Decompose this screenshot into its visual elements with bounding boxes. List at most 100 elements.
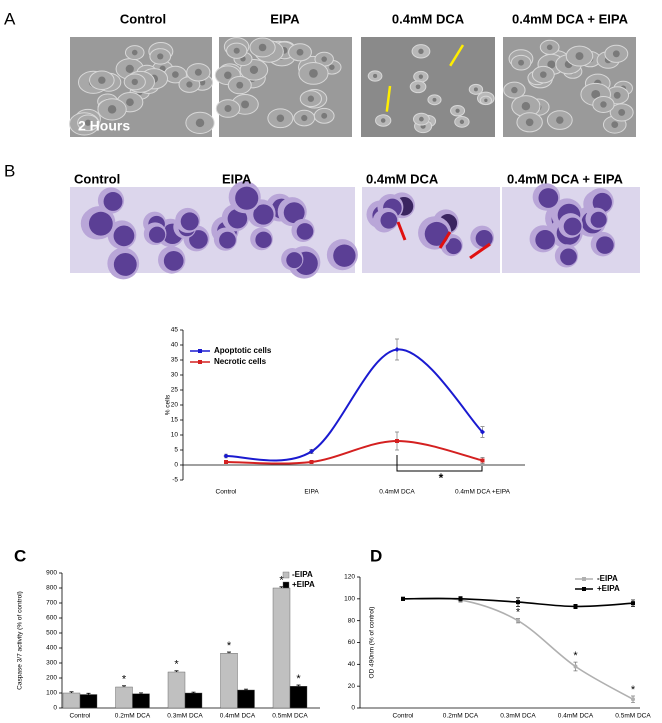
micrographs: Control EIPA 0.4mM DCA 0.4mM DCA + EIPA 2 Ho… xyxy=(68,11,640,280)
caption: Control xyxy=(74,171,120,186)
nucleus xyxy=(329,64,335,70)
x-tick-label: 0.4mM DCA xyxy=(379,489,415,496)
nucleus xyxy=(333,244,356,267)
nucleus xyxy=(249,65,259,74)
legend-label: -EIPA xyxy=(292,570,313,579)
nucleus xyxy=(459,119,465,124)
nucleus xyxy=(224,71,232,79)
nucleus xyxy=(172,71,179,78)
legend-marker xyxy=(582,587,586,591)
y-tick-label: -5 xyxy=(172,477,178,484)
nucleus xyxy=(538,188,559,208)
x-tick-label: 0.4mM DCA xyxy=(558,713,594,720)
nucleus xyxy=(283,202,305,224)
nucleus xyxy=(235,186,259,210)
nucleus xyxy=(424,221,449,246)
significance: * xyxy=(631,684,636,696)
bar xyxy=(115,686,133,709)
x-tick-label: 0.4mM DCA xyxy=(220,713,256,720)
arrow xyxy=(449,44,465,67)
error-bar xyxy=(86,692,91,695)
legend-marker xyxy=(198,349,202,353)
nucleus xyxy=(131,78,138,86)
bar xyxy=(132,693,150,709)
nucleus xyxy=(611,121,619,129)
caption: 0.4mM DCA + EIPA xyxy=(512,11,629,26)
y-tick-label: 45 xyxy=(171,327,179,334)
y-tick-label: 0 xyxy=(174,462,178,469)
y-tick-label: 40 xyxy=(348,661,356,668)
nucleus xyxy=(380,118,386,123)
nucleus xyxy=(107,105,117,114)
bar xyxy=(62,692,81,709)
y-tick-label: 200 xyxy=(46,675,57,682)
bracket xyxy=(396,455,483,472)
y-tick-label: 700 xyxy=(46,600,57,607)
error-bar xyxy=(122,685,126,687)
point xyxy=(631,697,635,702)
nucleus xyxy=(227,208,248,229)
x-tick-label: 0.5mM DCA xyxy=(272,713,308,720)
y-tick-label: 0 xyxy=(351,705,355,712)
y-tick-label: 600 xyxy=(46,615,57,622)
nucleus xyxy=(600,101,607,108)
point xyxy=(480,429,485,435)
point xyxy=(394,347,400,352)
y-tick-label: 35 xyxy=(171,357,179,364)
nucleus xyxy=(415,84,421,90)
nucleus xyxy=(612,50,620,58)
legend-label: -EIPA xyxy=(597,574,618,583)
panel-label: D xyxy=(370,546,382,565)
nucleus xyxy=(518,59,525,66)
nucleus xyxy=(131,49,138,56)
series-line xyxy=(225,439,483,465)
nucleus xyxy=(195,118,205,128)
nucleus xyxy=(575,52,584,61)
y-tick-label: 5 xyxy=(174,447,178,454)
chart: 0 20 40 60 80 100 120 Control 0.2mM DCA 0.3mM DCA… xyxy=(344,574,651,720)
nucleus xyxy=(547,60,556,69)
nucleus xyxy=(380,211,398,229)
nucleus xyxy=(224,105,232,113)
annotation: * xyxy=(439,471,444,485)
y-tick-label: 15 xyxy=(171,417,179,424)
significance: * xyxy=(296,673,301,685)
point xyxy=(480,458,485,463)
nucleus xyxy=(296,223,314,240)
nucleus xyxy=(255,231,272,249)
nucleus xyxy=(180,212,199,231)
plots: -5 0 5 10 15 20 25 30 35 40 45 Control EIPA 0.4mM DCA… xyxy=(17,327,652,720)
nucleus xyxy=(535,230,555,250)
bar xyxy=(184,692,203,709)
significance: * xyxy=(227,640,232,652)
x-tick-label: 0.3mM DCA xyxy=(500,713,536,720)
nucleus xyxy=(613,91,621,99)
nucleus xyxy=(525,118,534,127)
nucleus xyxy=(484,98,488,103)
caption: 0.4mM DCA + EIPA xyxy=(507,171,624,186)
nucleus xyxy=(189,230,208,249)
legend-label: +EIPA xyxy=(597,584,620,593)
nucleus xyxy=(157,53,164,60)
point xyxy=(516,618,520,623)
error-bar xyxy=(69,691,74,693)
nucleus xyxy=(590,211,607,228)
panel-label: B xyxy=(4,161,15,180)
nucleus xyxy=(301,114,308,122)
nucleus xyxy=(419,116,424,122)
panel-label: A xyxy=(4,9,16,28)
y-tick-label: 20 xyxy=(171,402,179,409)
bar xyxy=(79,694,98,709)
point xyxy=(309,449,314,454)
x-tick-label: 0.2mM DCA xyxy=(443,713,479,720)
bar xyxy=(289,686,308,709)
y-tick-label: 30 xyxy=(171,372,179,379)
nucleus xyxy=(445,238,462,255)
nucleus xyxy=(475,229,493,248)
legend-swatch xyxy=(282,581,290,589)
nucleus xyxy=(307,95,315,102)
x-tick-label: 0.5mM DCA xyxy=(615,713,651,720)
y-tick-label: 800 xyxy=(46,585,57,592)
point xyxy=(395,439,399,443)
